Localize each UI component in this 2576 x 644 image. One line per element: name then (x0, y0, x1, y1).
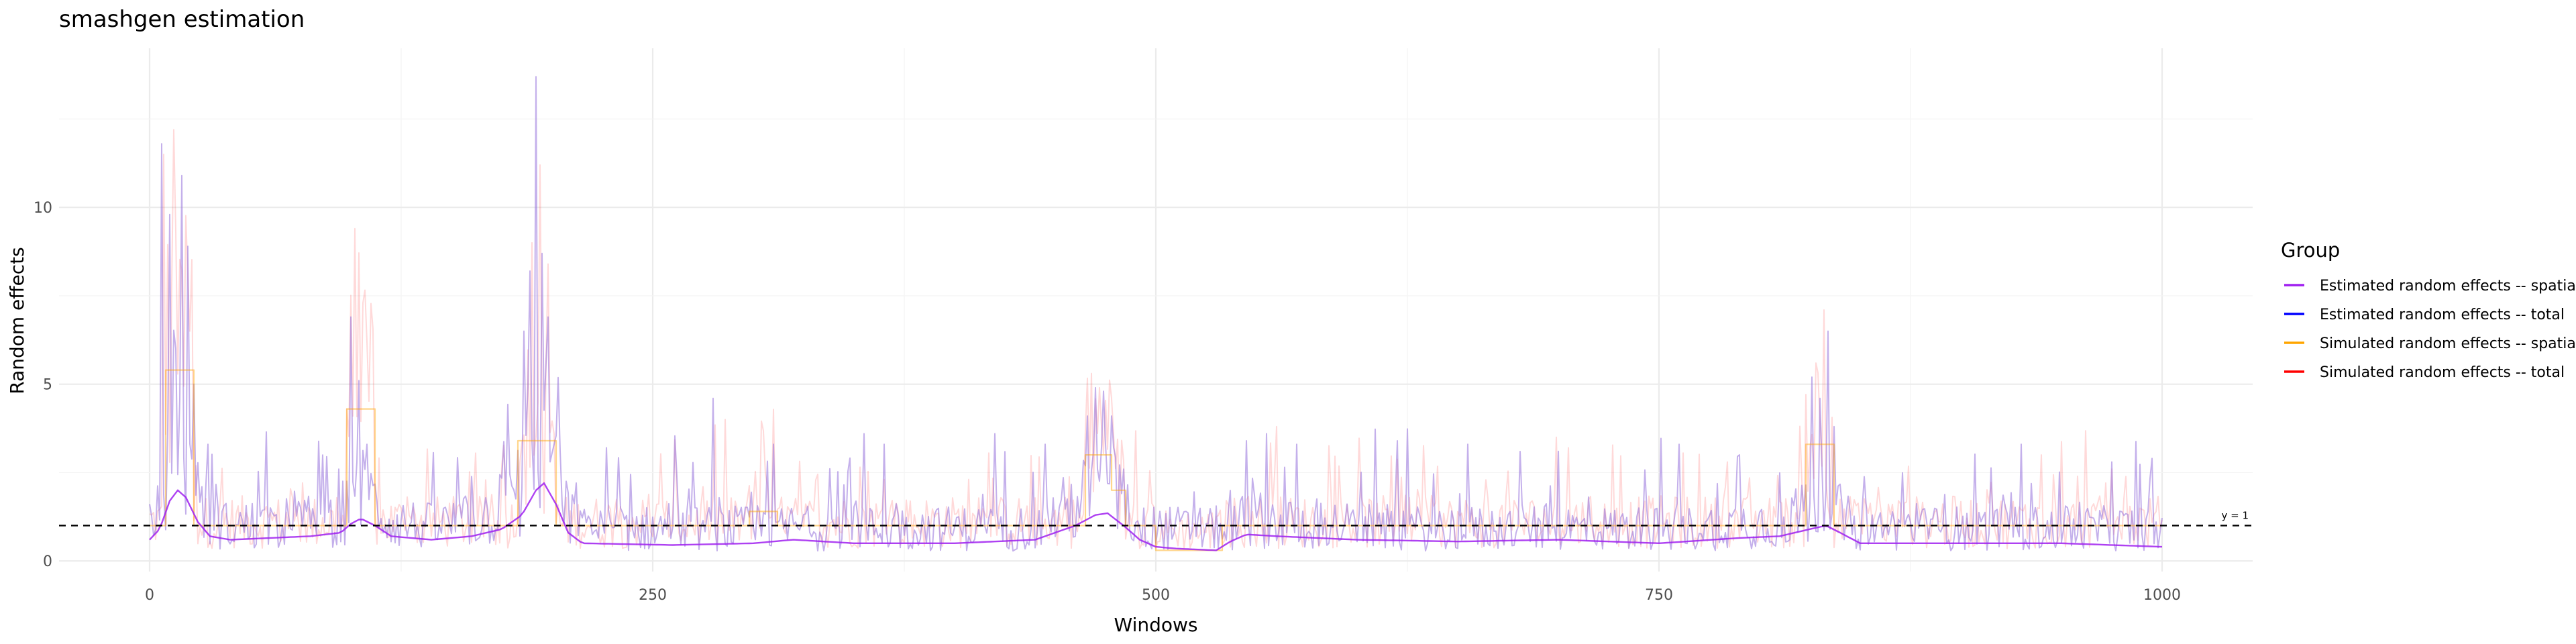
series-estimated-total (149, 76, 2163, 552)
legend-title: Group (2281, 239, 2340, 262)
chart-title: smashgen estimation (59, 6, 305, 33)
series-simulated-spatial (150, 369, 2162, 551)
legend-label: Estimated random effects -- total (2320, 307, 2565, 323)
legend-label: Simulated random effects -- total (2320, 364, 2565, 381)
x-axis-title: Windows (1114, 614, 1198, 636)
x-tick-label: 750 (1645, 587, 1673, 604)
y-axis-title: Random effects (6, 247, 28, 394)
legend-label: Simulated random effects -- spatial (2320, 335, 2576, 352)
series-layer (149, 76, 2163, 552)
x-tick-label: 500 (1142, 587, 1170, 604)
grid (59, 48, 2253, 572)
y-axis-ticks: 0 5 10 (34, 200, 52, 570)
legend-label: Estimated random effects -- spatial (2320, 278, 2576, 294)
x-tick-label: 0 (145, 587, 154, 604)
reference-line-label: y = 1 (2221, 509, 2249, 521)
y-tick-label: 10 (34, 200, 52, 217)
legend-items: Estimated random effects -- spatial Estim… (2284, 278, 2576, 381)
x-tick-label: 250 (639, 587, 667, 604)
y-tick-label: 5 (43, 377, 52, 394)
x-axis-ticks: 0 250 500 750 1000 (145, 587, 2181, 604)
y-tick-label: 0 (43, 553, 52, 570)
series-estimated-spatial (149, 482, 2163, 551)
x-tick-label: 1000 (2143, 587, 2181, 604)
legend: Group Estimated random effects -- spatia… (2281, 239, 2576, 381)
